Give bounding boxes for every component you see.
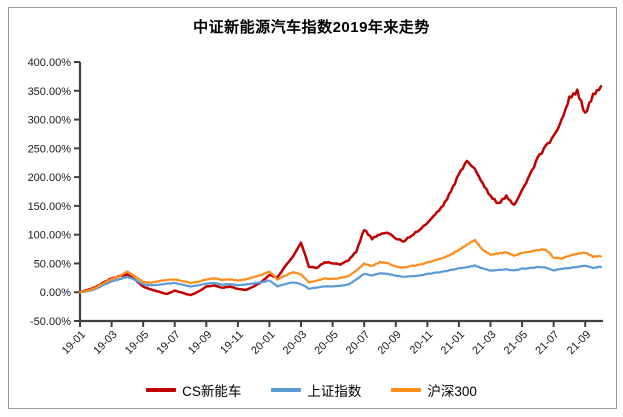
svg-text:20-09: 20-09: [375, 329, 403, 357]
svg-text:-50.00%: -50.00%: [30, 316, 71, 328]
svg-text:20-05: 20-05: [312, 329, 340, 357]
svg-text:20-11: 20-11: [408, 329, 436, 357]
svg-text:0.00%: 0.00%: [40, 287, 71, 299]
svg-text:200.00%: 200.00%: [28, 172, 72, 184]
svg-text:250.00%: 250.00%: [28, 143, 72, 155]
svg-text:19-07: 19-07: [154, 329, 182, 357]
legend-label-cs-nev: CS新能车: [182, 384, 242, 399]
chart-title: 中证新能源汽车指数2019年来走势: [193, 19, 430, 36]
svg-text:20-03: 20-03: [281, 329, 309, 357]
legend-swatch-blue: [271, 388, 302, 392]
svg-text:21-05: 21-05: [502, 329, 530, 357]
svg-text:20-07: 20-07: [344, 329, 372, 357]
svg-text:400.00%: 400.00%: [28, 57, 72, 69]
svg-text:19-01: 19-01: [60, 329, 88, 357]
svg-text:20-01: 20-01: [249, 329, 277, 357]
svg-text:19-09: 19-09: [186, 329, 214, 357]
legend-label-csi300: 沪深300: [427, 384, 477, 399]
legend-item-cs-nev: CS新能车: [146, 380, 241, 400]
svg-text:21-09: 21-09: [565, 329, 593, 357]
svg-text:350.00%: 350.00%: [28, 86, 72, 98]
svg-text:300.00%: 300.00%: [28, 115, 72, 127]
legend-swatch-red: [146, 388, 177, 392]
svg-text:19-03: 19-03: [91, 329, 119, 357]
svg-text:150.00%: 150.00%: [28, 201, 72, 213]
svg-text:21-03: 21-03: [470, 329, 498, 357]
chart-frame-border: [8, 7, 617, 409]
legend-label-sse: 上证指数: [307, 384, 362, 399]
svg-text:100.00%: 100.00%: [28, 230, 72, 242]
legend-item-csi300: 沪深300: [391, 380, 477, 400]
svg-text:19-11: 19-11: [218, 329, 246, 357]
svg-text:50.00%: 50.00%: [34, 258, 72, 270]
chart-legend: CS新能车 上证指数 沪深300: [0, 380, 623, 400]
svg-text:21-01: 21-01: [439, 329, 467, 357]
svg-text:19-05: 19-05: [123, 329, 151, 357]
legend-item-sse: 上证指数: [271, 380, 361, 400]
svg-text:21-07: 21-07: [533, 329, 561, 357]
legend-swatch-orange: [391, 388, 422, 392]
